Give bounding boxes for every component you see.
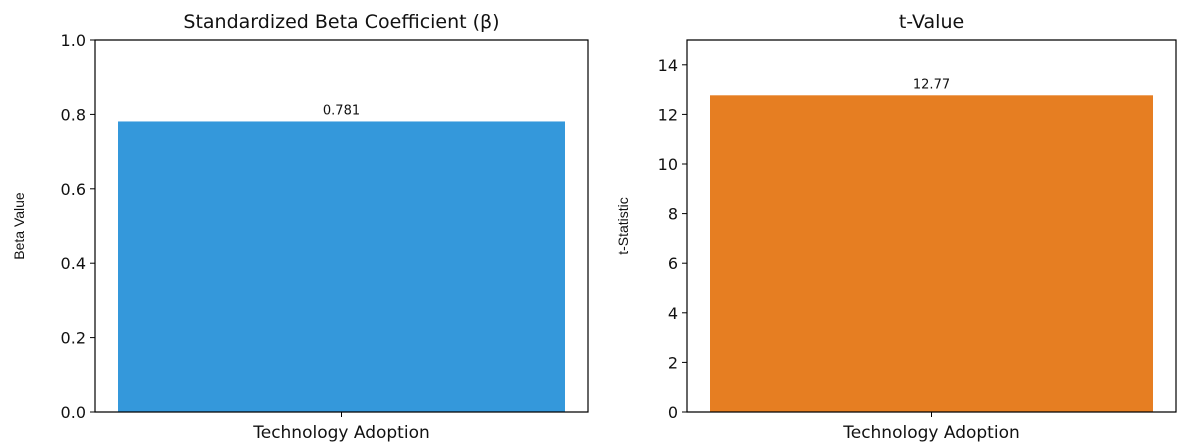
y-tick-label: 0.6 [61, 180, 86, 199]
y-axis-label: t-Statistic [615, 197, 631, 255]
y-tick-label: 10 [658, 155, 678, 174]
y-tick-label: 14 [658, 56, 678, 75]
y-tick-label: 0 [668, 403, 678, 422]
y-tick-label: 0.0 [61, 403, 86, 422]
plot-frame [94, 39, 589, 413]
chart-title: Standardized Beta Coefficient (β) [183, 11, 499, 33]
chart-2: 12.77 Technology Adoption 0 2 4 6 8 10 12 14 t-Val… [615, 11, 1177, 443]
data-label: 12.77 [913, 77, 950, 92]
y-tick-label: 0.4 [61, 254, 86, 273]
y-tick-label: 4 [668, 304, 678, 323]
y-tick-label: 6 [668, 254, 678, 273]
chart-title: t-Value [899, 11, 964, 33]
data-label: 0.781 [323, 103, 360, 118]
y-tick-label: 0.8 [61, 105, 86, 124]
y-tick-label: 12 [658, 105, 678, 124]
y-tick-label: 8 [668, 205, 678, 224]
bar [710, 95, 1153, 412]
bar [118, 121, 565, 412]
chart-1: 0.781 Technology Adoption 0.0 0.2 0.4 0.6 0.8 1… [11, 11, 589, 443]
y-axis-label: Beta Value [11, 192, 27, 260]
plot-frame [686, 39, 1177, 413]
x-tick-label: Technology Adoption [842, 423, 1020, 443]
x-tick-label: Technology Adoption [252, 423, 430, 443]
y-tick-label: 1.0 [61, 31, 86, 50]
y-tick-label: 0.2 [61, 329, 86, 348]
y-tick-label: 2 [668, 353, 678, 372]
